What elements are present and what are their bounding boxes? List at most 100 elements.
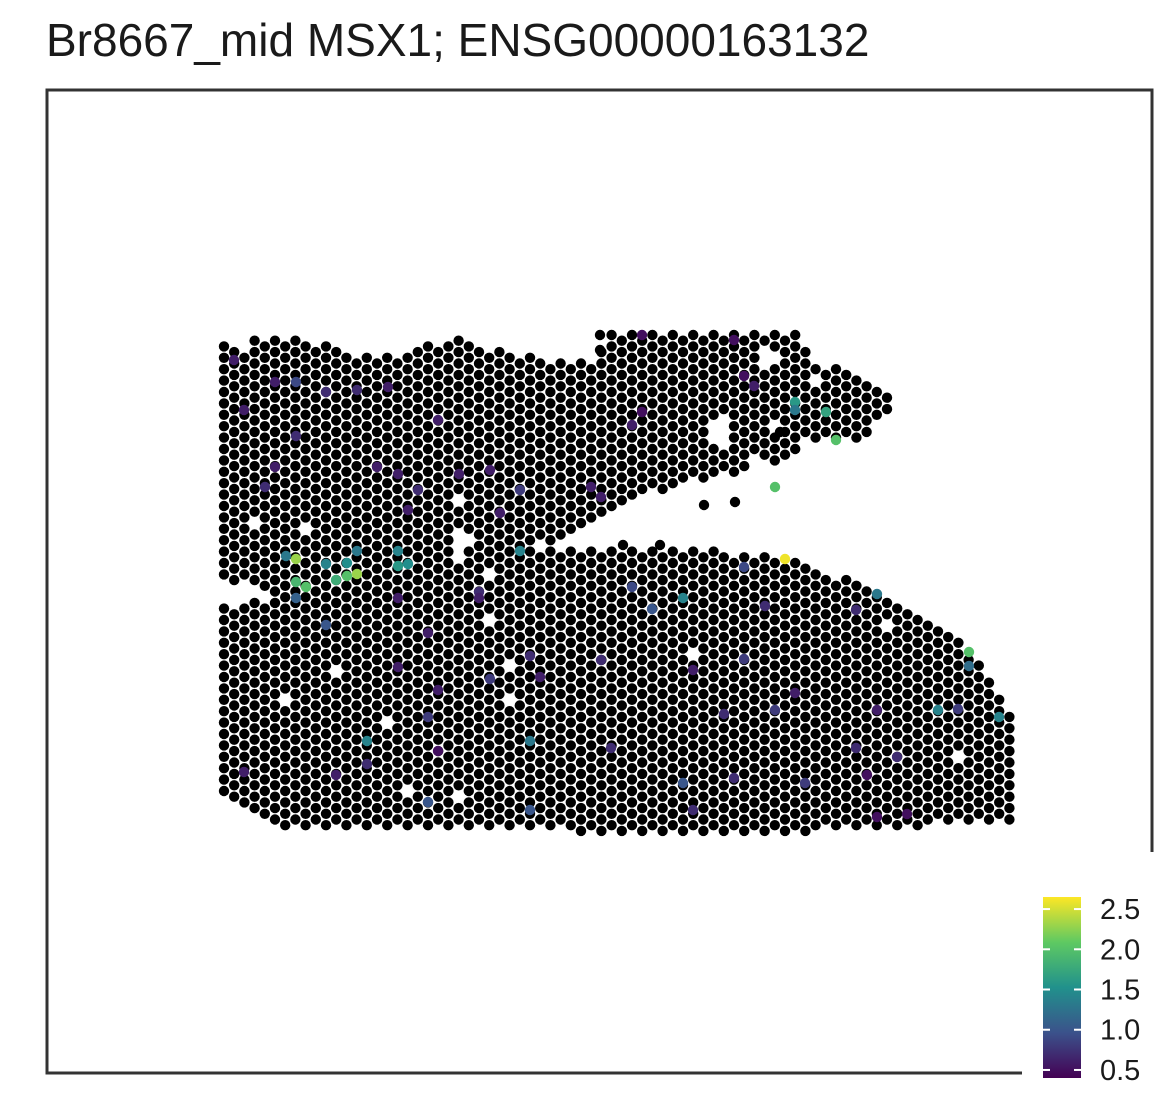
spot-zero xyxy=(310,381,321,392)
spot-zero xyxy=(218,557,230,569)
spot-zero xyxy=(310,734,321,745)
spot-zero xyxy=(565,808,576,819)
spot-zero xyxy=(871,614,882,626)
spot-zero xyxy=(259,671,270,683)
spot-zero xyxy=(606,364,617,375)
spot-zero xyxy=(555,415,566,426)
spot-zero xyxy=(790,820,801,831)
spot-zero xyxy=(718,552,729,563)
spot-zero xyxy=(412,495,423,506)
spot-zero xyxy=(351,415,362,426)
spot-zero xyxy=(555,734,566,745)
spot-zero xyxy=(443,603,454,614)
spot-zero xyxy=(280,603,291,614)
spot-zero xyxy=(300,364,311,375)
spot-zero xyxy=(932,728,944,740)
spot-zero xyxy=(443,557,454,569)
spot-zero xyxy=(708,329,719,341)
spot-zero xyxy=(1004,734,1015,745)
spot-zero xyxy=(473,666,485,677)
spot-zero xyxy=(698,620,709,631)
spot-zero xyxy=(463,432,474,443)
spot-zero xyxy=(494,723,505,734)
spot-zero xyxy=(667,398,678,409)
spot-zero xyxy=(484,432,495,443)
spot-zero xyxy=(739,734,750,745)
spot-zero xyxy=(524,592,536,603)
spot-zero xyxy=(382,569,393,580)
spot-zero xyxy=(545,626,556,637)
spot-zero xyxy=(810,820,821,831)
spot-zero xyxy=(392,506,403,517)
spot-zero xyxy=(249,483,260,495)
spot-zero xyxy=(545,649,556,660)
spot-zero xyxy=(371,574,383,586)
spot-zero xyxy=(912,614,923,626)
expression-spot xyxy=(636,329,648,341)
spot-zero xyxy=(728,660,740,671)
spot-zero xyxy=(290,688,301,700)
spot-zero xyxy=(647,671,658,683)
spot-zero xyxy=(412,597,423,609)
spot-zero xyxy=(412,460,423,472)
spot-zero xyxy=(565,375,576,386)
spot-zero xyxy=(259,683,270,694)
spot-zero xyxy=(484,660,495,671)
spot-zero xyxy=(300,489,311,500)
spot-zero xyxy=(443,398,454,409)
spot-zero xyxy=(402,820,413,831)
spot-zero xyxy=(861,677,872,688)
spot-zero xyxy=(524,580,536,591)
spot-zero xyxy=(708,375,719,386)
spot-zero xyxy=(412,654,423,666)
spot-zero xyxy=(718,825,729,837)
spot-zero xyxy=(922,814,933,825)
spot-zero xyxy=(341,706,352,717)
spot-zero xyxy=(494,586,505,597)
spot-zero xyxy=(290,768,301,780)
spot-zero xyxy=(698,802,709,814)
spot-zero xyxy=(769,785,780,797)
expression-spot xyxy=(290,576,302,588)
spot-zero xyxy=(616,631,627,643)
spot-zero xyxy=(769,569,780,580)
spot-zero xyxy=(749,751,760,762)
spot-zero xyxy=(769,683,780,694)
spot-zero xyxy=(718,449,729,460)
spot-zero xyxy=(392,381,403,392)
spot-zero xyxy=(616,574,627,586)
spot-zero xyxy=(463,546,474,557)
spot-zero xyxy=(249,620,260,631)
spot-zero xyxy=(892,797,903,808)
expression-spot xyxy=(738,561,750,573)
spot-zero xyxy=(484,523,495,534)
spot-zero xyxy=(473,574,485,586)
spot-zero xyxy=(892,603,903,614)
spot-zero xyxy=(504,717,515,728)
spot-zero xyxy=(310,529,321,540)
spot-zero xyxy=(229,460,240,472)
spot-zero xyxy=(698,700,709,711)
spot-zero xyxy=(443,500,454,512)
spot-zero xyxy=(779,631,791,643)
spot-zero xyxy=(830,763,842,774)
spot-zero xyxy=(932,626,944,637)
spot-zero xyxy=(718,666,729,677)
spot-zero xyxy=(749,660,760,671)
spot-zero xyxy=(300,603,311,614)
spot-zero xyxy=(361,637,372,648)
spot-zero xyxy=(320,466,332,477)
spot-zero xyxy=(453,654,464,666)
spot-zero xyxy=(351,802,362,814)
spot-zero xyxy=(494,426,505,438)
spot-zero xyxy=(341,455,352,466)
spot-zero xyxy=(535,552,546,563)
spot-zero xyxy=(759,415,770,426)
spot-zero xyxy=(514,392,525,403)
spot-zero xyxy=(596,711,607,723)
spot-zero xyxy=(371,381,383,392)
spot-zero xyxy=(504,637,515,648)
spot-zero xyxy=(667,409,678,420)
spot-zero xyxy=(392,449,403,460)
spot-zero xyxy=(617,539,629,551)
